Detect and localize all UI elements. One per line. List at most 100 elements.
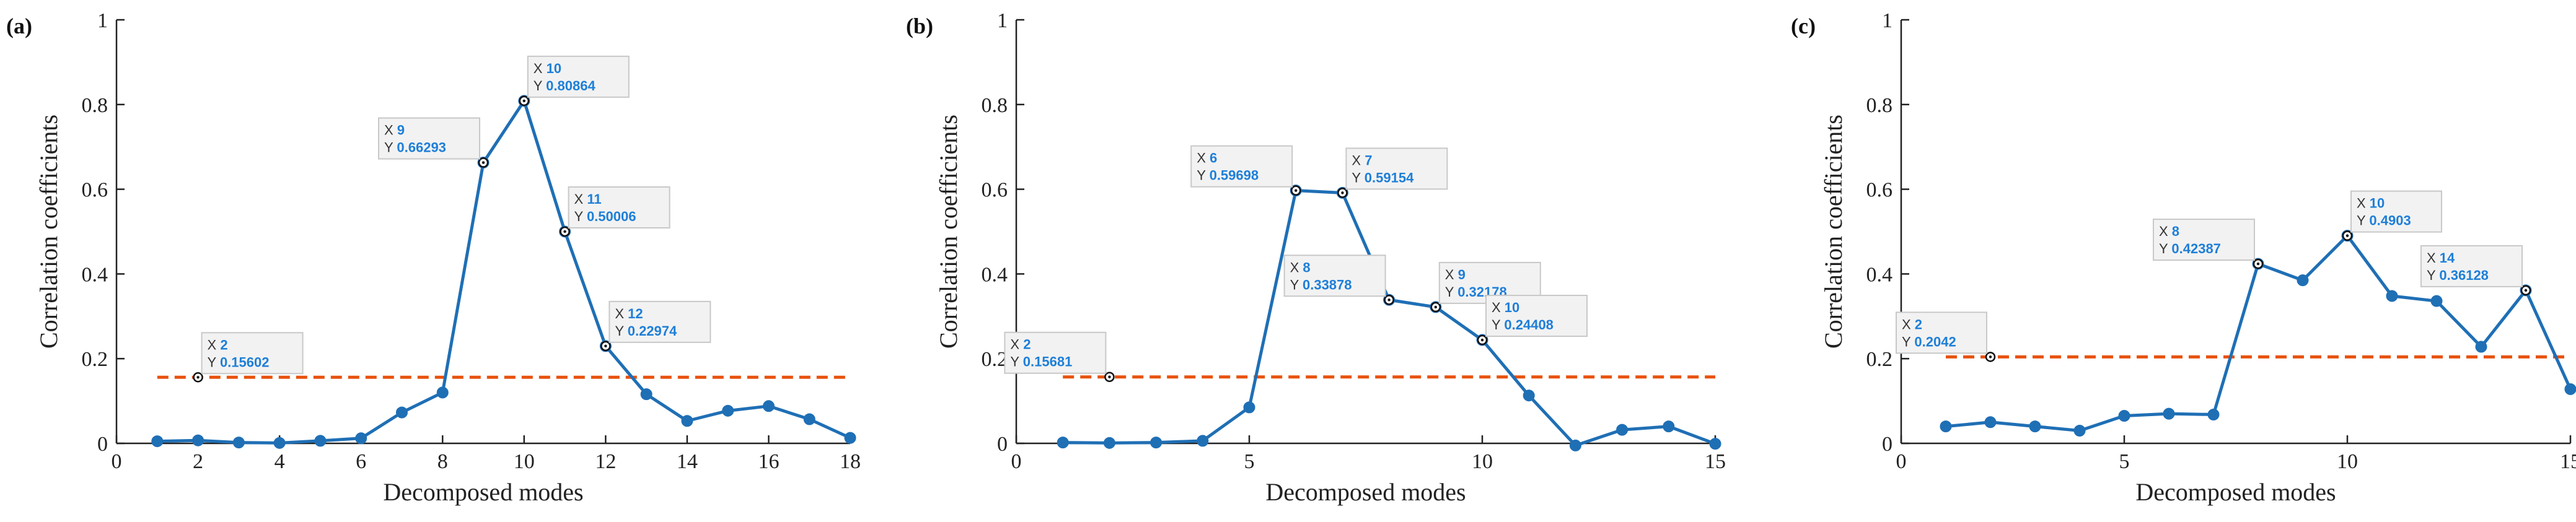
datatip-y: Y 0.59154 xyxy=(1352,170,1414,185)
datatip-x: X 8 xyxy=(2159,224,2179,239)
data-point xyxy=(437,387,448,398)
panel-label: (a) xyxy=(6,14,32,38)
data-point xyxy=(2386,290,2398,302)
data-point xyxy=(396,407,407,418)
datatip-x: X 2 xyxy=(1902,316,1922,332)
data-point xyxy=(682,415,693,427)
datatip: X 14Y 0.36128 xyxy=(2421,246,2530,295)
data-point xyxy=(1197,435,1208,446)
data-point xyxy=(804,414,815,425)
y-axis-label: Correlation coefficients xyxy=(35,115,63,349)
x-tick-label: 15 xyxy=(2560,450,2576,473)
data-point xyxy=(2476,341,2487,352)
data-point xyxy=(2297,275,2308,286)
data-point xyxy=(1710,438,1721,450)
y-tick-label: 0.4 xyxy=(982,263,1008,286)
datatip: X 10Y 0.80864 xyxy=(520,56,629,105)
datatip: X 2Y 0.15602 xyxy=(194,333,303,381)
data-point xyxy=(2565,383,2576,394)
y-tick-label: 0.4 xyxy=(1866,263,1893,286)
data-point xyxy=(152,436,163,447)
datatip: X 6Y 0.59698 xyxy=(1191,146,1300,195)
datatip-marker-dot xyxy=(2525,289,2527,292)
datatip-x: X 9 xyxy=(1445,267,1466,282)
y-tick-label: 1 xyxy=(1882,9,1892,32)
y-tick-label: 0.2 xyxy=(82,348,108,371)
datatip: X 8 Y 0.42387 xyxy=(2153,219,2262,268)
datatip-marker-dot xyxy=(1435,306,1437,308)
data-point xyxy=(1617,424,1628,435)
datatip-marker-dot xyxy=(2257,263,2259,265)
datatip-marker-dot xyxy=(196,376,199,378)
data-point xyxy=(1570,440,1581,451)
datatip-marker-dot xyxy=(1387,298,1390,301)
datatip: X 10Y 0.24408 xyxy=(1478,295,1587,344)
datatip-marker-dot xyxy=(563,230,566,233)
x-tick-label: 8 xyxy=(437,450,448,473)
y-tick-label: 1 xyxy=(97,9,108,32)
y-tick-label: 0.6 xyxy=(1866,179,1893,202)
datatip: X 2Y 0.15681 xyxy=(1004,333,1114,381)
datatip: X 9 Y 0.66293 xyxy=(379,118,488,167)
x-tick-label: 2 xyxy=(193,450,203,473)
data-point xyxy=(2208,409,2219,420)
datatip-y: Y 0.33878 xyxy=(1290,277,1352,292)
datatip-marker-dot xyxy=(482,161,485,163)
x-tick-label: 4 xyxy=(275,450,285,473)
series-line xyxy=(1063,191,1715,446)
datatip: X 12 Y 0.22974 xyxy=(601,302,710,350)
datatip-y: Y 0.42387 xyxy=(2159,241,2221,256)
data-point xyxy=(315,435,326,446)
data-point xyxy=(641,389,652,400)
datatip-y: Y 0.4903 xyxy=(2357,213,2411,228)
datatip-x: X 6 xyxy=(1197,150,1217,166)
datatip-marker-dot xyxy=(1341,191,1343,194)
data-point xyxy=(1057,437,1068,448)
x-tick-label: 5 xyxy=(1244,450,1255,473)
x-tick-label: 10 xyxy=(2337,450,2358,473)
y-tick-label: 0.8 xyxy=(982,94,1008,117)
x-tick-label: 0 xyxy=(1011,450,1022,473)
y-tick-label: 0.8 xyxy=(1866,94,1893,117)
datatip-y: Y 0.66293 xyxy=(384,140,446,155)
x-tick-label: 0 xyxy=(1896,450,1907,473)
datatip-x: X 14 xyxy=(2427,250,2455,266)
y-axis-label: Correlation coefficients xyxy=(1819,115,1847,349)
datatip-y: Y 0.80864 xyxy=(534,78,596,94)
y-tick-label: 0 xyxy=(997,433,1008,456)
datatip-x: X 12 xyxy=(615,306,643,321)
y-tick-label: 0.6 xyxy=(982,179,1008,202)
data-point xyxy=(1104,437,1115,448)
data-point xyxy=(845,432,856,443)
datatip-y: Y 0.15602 xyxy=(208,354,270,370)
y-tick-label: 0.8 xyxy=(82,94,108,117)
x-axis-label: Decomposed modes xyxy=(383,478,583,506)
x-tick-label: 15 xyxy=(1705,450,1726,473)
data-point xyxy=(193,435,204,446)
data-point xyxy=(2431,295,2442,307)
x-tick-label: 18 xyxy=(840,450,861,473)
data-point xyxy=(2119,411,2130,422)
data-point xyxy=(1940,421,1951,432)
datatip: X 8 Y 0.33878 xyxy=(1285,255,1394,304)
x-tick-label: 10 xyxy=(514,450,535,473)
datatip-marker-dot xyxy=(1108,376,1110,378)
datatip-marker-dot xyxy=(1989,355,1992,358)
y-axis-label: Correlation coefficients xyxy=(934,115,962,349)
data-point xyxy=(1663,421,1674,432)
datatip: X 10 Y 0.4903 xyxy=(2343,191,2442,240)
data-point xyxy=(1151,437,1162,448)
datatip-x: X 10 xyxy=(2357,196,2385,211)
y-tick-label: 0 xyxy=(1882,433,1892,456)
datatip-y: Y 0.50006 xyxy=(574,209,636,224)
datatip-x: X 8 xyxy=(1290,259,1311,275)
datatip-x: X 9 xyxy=(384,123,405,138)
data-point xyxy=(723,405,734,416)
x-tick-label: 10 xyxy=(1472,450,1493,473)
datatip-y: Y 0.22974 xyxy=(615,323,677,339)
data-point xyxy=(2074,425,2085,436)
